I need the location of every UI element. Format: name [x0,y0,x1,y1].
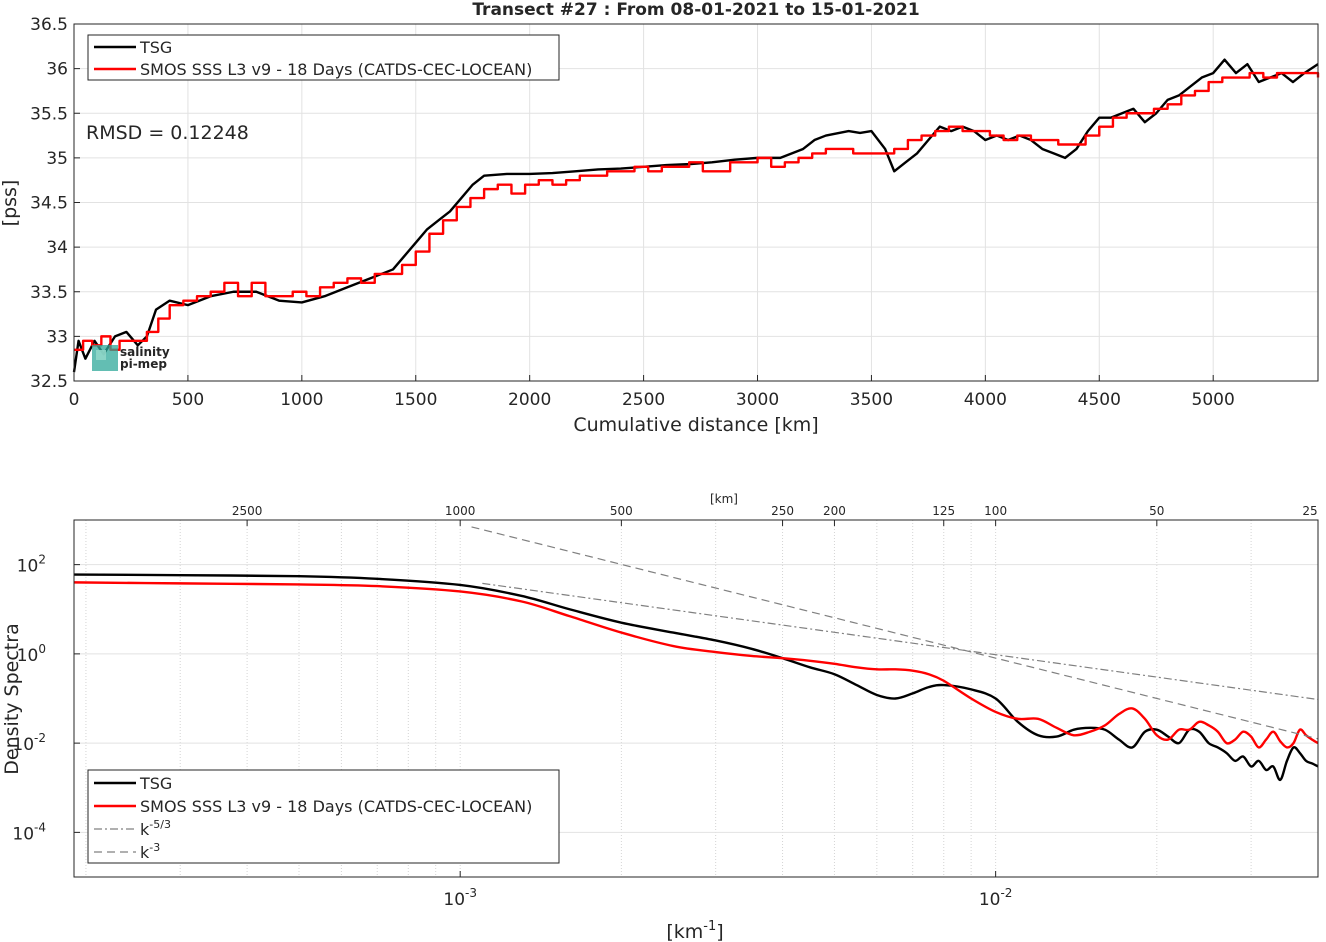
top-y-tick-label: 35.5 [30,104,68,124]
bottom-chart-legend: TSG SMOS SSS L3 v9 - 18 Days (CATDS-CEC-L… [87,769,560,864]
top-x-tick-label: 500 [172,390,204,410]
top-x-tick-label: 5000 [1192,390,1235,410]
bottom-top-tick-label: 100 [984,504,1007,518]
top-series-tsg-line [72,58,1319,373]
top-chart-ylabel: [pss] [0,180,21,227]
bottom-top-tick-label: 50 [1149,504,1164,518]
bottom-chart-xlabel: [km-1] [666,919,723,942]
bottom-legend-label: SMOS SSS L3 v9 - 18 Days (CATDS-CEC-LOCE… [140,797,532,816]
bottom-chart-top-axis-label: [km] [710,492,738,506]
top-x-tick-label: 0 [69,390,80,410]
top-legend-tsg: TSG [139,38,172,57]
top-chart-x-ticks: 0 500 1000 1500 2000 2500 3000 3500 4000 4500 5000 [69,375,1235,410]
bottom-top-tick-label: 200 [823,504,846,518]
bottom-y-tick-label: 102 [17,553,46,577]
top-y-tick-label: 33.5 [30,283,68,303]
bottom-chart-top-km-ticks: 2500 1000 500 250 200 125 100 50 25 [232,504,1319,526]
top-x-tick-label: 1000 [280,390,323,410]
top-y-tick-label: 34.5 [30,194,68,214]
bottom-series-k-5-3-line [482,582,1319,701]
bottom-series-tsg-line [73,573,1319,782]
bottom-top-tick-label: 125 [932,504,955,518]
top-legend-smos: SMOS SSS L3 v9 - 18 Days (CATDS-CEC-LOCE… [140,60,532,79]
rmsd-annotation: RMSD = 0.12248 [86,122,249,144]
top-chart-y-ticks: 32.5 33 33.5 34 34.5 35 35.5 36 36.5 [30,15,80,392]
bottom-top-tick-label: 25 [1302,504,1317,518]
top-x-tick-label: 3000 [736,390,779,410]
bottom-top-tick-label: 500 [610,504,633,518]
bottom-legend-label: TSG [139,774,172,793]
bottom-chart-series [73,526,1319,782]
bottom-legend-box [87,769,560,864]
salinity-pi-mep-logo: salinity pi-mep [92,345,170,371]
bottom-top-tick-label: 250 [771,504,794,518]
top-x-tick-label: 1500 [394,390,437,410]
density-spectra-chart: 10-3 10-2 10-4 10-2 100 102 2500 1000 500 250 20… [1,492,1319,942]
bottom-chart-x-ticks: 10-3 10-2 [443,871,1012,910]
bottom-y-tick-label: 100 [17,642,46,666]
top-y-tick-label: 35 [46,149,68,169]
figure-title: Transect #27 : From 08-01-2021 to 15-01-… [472,0,919,20]
bottom-legend-label: k-3 [140,841,160,862]
top-y-tick-label: 36.5 [30,15,68,35]
bottom-chart-ylabel: Density Spectra [1,623,23,774]
bottom-series-smos-line [73,581,1319,749]
bottom-series-k-3-line [471,526,1319,740]
top-x-tick-label: 4500 [1078,390,1121,410]
top-chart-series [72,58,1320,373]
bottom-top-tick-label: 2500 [232,504,263,518]
top-chart-legend: TSG SMOS SSS L3 v9 - 18 Days (CATDS-CEC-… [87,34,560,81]
top-x-tick-label: 2000 [508,390,551,410]
logo-line-2: pi-mep [120,357,167,371]
bottom-y-tick-label: 10-2 [12,731,46,755]
bottom-legend-label: k-5/3 [140,818,171,839]
top-x-tick-label: 4000 [964,390,1007,410]
bottom-x-tick-label: 10-3 [443,886,477,910]
top-chart-xlabel: Cumulative distance [km] [573,414,818,436]
top-x-tick-label: 2500 [622,390,665,410]
top-series-smos-line [74,71,1320,351]
bottom-top-tick-label: 1000 [445,504,476,518]
salinity-transect-chart: 0 500 1000 1500 2000 2500 3000 3500 4000 4500 5000… [0,15,1320,436]
bottom-y-tick-label: 10-4 [12,820,46,844]
top-y-tick-label: 32.5 [30,372,68,392]
top-y-tick-label: 36 [46,60,68,80]
top-y-tick-label: 34 [46,238,68,258]
bottom-chart-y-ticks: 10-4 10-2 100 102 [12,553,80,844]
bottom-chart-axes-box [73,519,1319,878]
top-y-tick-label: 33 [46,327,68,347]
bottom-x-tick-label: 10-2 [979,886,1013,910]
top-x-tick-label: 3500 [850,390,893,410]
logo-line-1: salinity [120,345,170,359]
